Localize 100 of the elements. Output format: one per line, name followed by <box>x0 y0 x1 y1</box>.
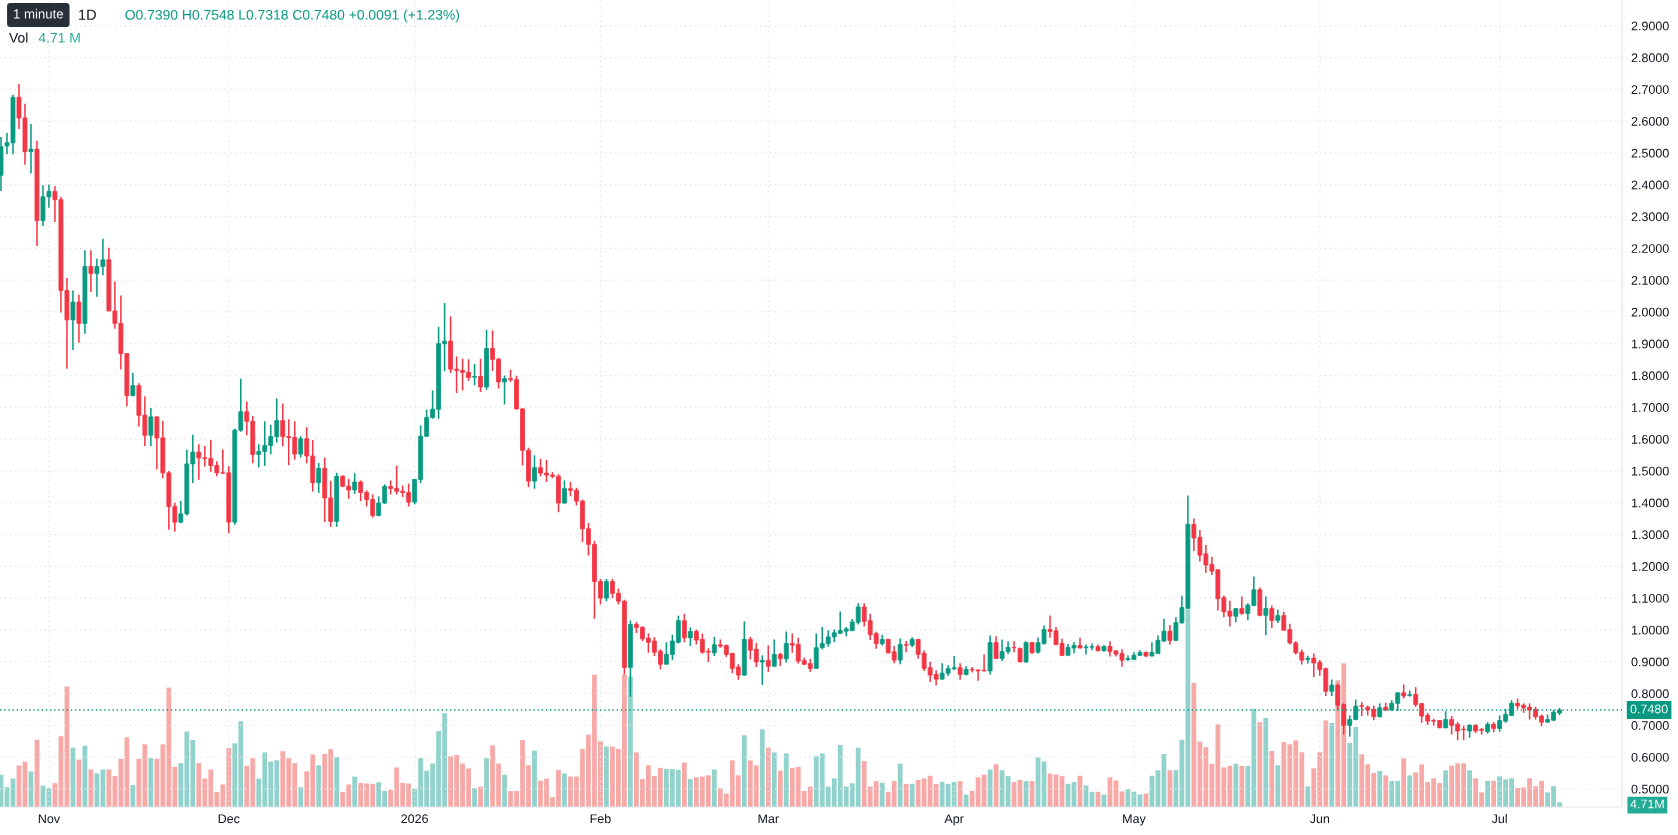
candlestick <box>604 578 609 603</box>
candlestick <box>681 612 687 644</box>
candlestick <box>502 374 507 406</box>
candlestick <box>1167 624 1173 646</box>
bar <box>502 774 507 807</box>
x-tick-label: Nov <box>38 814 61 824</box>
y-tick-label: 1.6000 <box>1631 434 1669 444</box>
candlestick <box>711 636 717 657</box>
candlestick <box>687 626 693 647</box>
annotation: 4.71 M <box>38 33 80 43</box>
ref-line-label: 0.7480 <box>1630 704 1668 714</box>
x-tick-label: Dec <box>218 814 240 824</box>
y-tick-label: 2.0000 <box>1631 307 1669 317</box>
bar <box>1329 722 1335 807</box>
candlestick <box>903 640 909 653</box>
candlestick <box>783 630 789 664</box>
y-tick-label: 1.3000 <box>1631 530 1669 540</box>
x-tick-label: 2026 <box>401 814 428 824</box>
bar <box>562 773 567 807</box>
candlestick <box>298 435 304 459</box>
candlestick <box>1269 604 1275 629</box>
candlestick <box>765 644 771 673</box>
bar <box>1269 751 1275 807</box>
y-tick-label: 2.5000 <box>1631 148 1669 158</box>
y-tick-label: 2.1000 <box>1631 275 1669 285</box>
bar <box>711 769 717 807</box>
y-tick-label: 0.5000 <box>1631 784 1669 794</box>
bar <box>532 750 537 807</box>
candlestick <box>1011 640 1017 653</box>
candlestick <box>352 472 358 495</box>
bar <box>879 782 885 807</box>
bar <box>1467 770 1473 807</box>
candlestick <box>771 638 777 668</box>
x-tick-label: May <box>1123 814 1146 826</box>
y-tick-label: 0.9000 <box>1631 657 1669 667</box>
bar <box>604 746 609 807</box>
x-tick-label: Mar <box>758 814 779 824</box>
bar <box>783 753 789 807</box>
candlestick <box>562 479 567 505</box>
bar <box>741 735 747 807</box>
x-tick-label: Apr <box>944 814 964 826</box>
bar <box>1275 765 1281 807</box>
candlestick <box>1305 654 1311 665</box>
x-tick-label: Feb <box>590 813 611 824</box>
y-tick-label: 0.8000 <box>1631 689 1669 699</box>
candlestick <box>88 249 94 293</box>
bar <box>681 762 687 807</box>
bar <box>1485 780 1491 807</box>
text: 4.71M <box>1630 799 1664 809</box>
bar <box>298 787 304 807</box>
bar <box>1305 786 1311 807</box>
candlestick <box>148 407 154 447</box>
text: 1D <box>79 9 96 20</box>
y-tick-label: 1.8000 <box>1631 371 1669 381</box>
candlestick <box>478 357 483 393</box>
bar <box>1377 771 1383 807</box>
y-tick-label: 1.4000 <box>1631 498 1669 508</box>
bar <box>687 779 693 807</box>
bar <box>771 752 777 807</box>
y-tick-label: 1.0000 <box>1631 625 1669 635</box>
bar <box>334 757 340 807</box>
candlestick <box>70 289 76 351</box>
bar <box>1383 775 1389 807</box>
bar <box>352 776 358 807</box>
candlestick <box>759 654 765 686</box>
x-tick-label: Jul <box>1491 813 1507 824</box>
candlestick <box>1359 701 1365 717</box>
bar <box>628 676 633 807</box>
y-tick-label: 2.6000 <box>1631 116 1669 126</box>
bar <box>1407 775 1413 807</box>
bar <box>909 783 915 807</box>
y-tick-label: 2.9000 <box>1631 21 1669 31</box>
y-tick-label: 1.9000 <box>1631 339 1669 349</box>
bar <box>148 758 154 807</box>
bar <box>1257 722 1263 807</box>
y-tick-label: 0.7000 <box>1631 721 1669 730</box>
candlestick <box>532 454 537 490</box>
bar <box>484 758 489 807</box>
y-tick-label: 0.6000 <box>1631 752 1669 762</box>
y-tick-label: 2.3000 <box>1631 212 1669 222</box>
candlestick <box>897 637 903 665</box>
bar <box>478 786 483 807</box>
bar <box>777 770 783 807</box>
bar <box>1491 780 1497 807</box>
bar <box>963 794 969 807</box>
bar <box>765 747 771 807</box>
candlestick <box>316 462 322 494</box>
y-tick-label: 2.4000 <box>1631 180 1669 190</box>
y-tick-label: 2.7000 <box>1631 85 1669 94</box>
bar <box>1233 763 1239 807</box>
candlestick <box>1239 595 1245 616</box>
candlestick <box>472 362 477 387</box>
bar <box>1401 758 1407 807</box>
candlestick <box>28 123 34 175</box>
candlestick <box>1263 595 1269 637</box>
bar <box>1443 770 1449 807</box>
candlestick <box>993 635 999 660</box>
y-tick-label: 2.8000 <box>1631 53 1669 63</box>
bar <box>1263 718 1269 807</box>
bar <box>130 785 136 807</box>
